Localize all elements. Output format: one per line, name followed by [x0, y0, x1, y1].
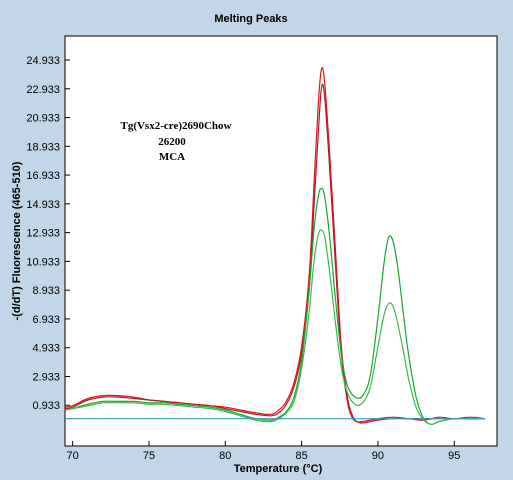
x-tick-label: 80: [219, 450, 231, 462]
x-tick-label: 95: [448, 450, 460, 462]
x-axis-title: Temperature (°C): [234, 463, 323, 475]
y-tick-label: 2.933: [32, 371, 60, 383]
y-tick-label: 16.933: [26, 170, 60, 182]
x-tick-label: 90: [372, 450, 384, 462]
y-tick-label: 4.933: [32, 343, 60, 355]
series-line-3: [64, 187, 485, 426]
chart-title: Melting Peaks: [214, 13, 287, 25]
annotation-line-2: 26200: [158, 136, 186, 148]
y-tick-label: 6.933: [32, 314, 60, 326]
y-tick-label: 0.933: [32, 400, 60, 412]
x-tick-label: 75: [143, 450, 155, 462]
x-axis-ticks: 70 75 80 85 90 95: [67, 441, 460, 462]
annotation-line-3: MCA: [159, 151, 185, 163]
chart-annotation: Tg(Vsx2-cre)2690Chow 26200 MCA: [120, 120, 231, 163]
y-axis-ticks: 0.933 2.933 4.933 6.933 8.933 10.933 12.933 14.…: [26, 55, 70, 412]
x-tick-label: 70: [67, 450, 79, 462]
x-tick-label: 85: [295, 450, 307, 462]
y-tick-label: 22.933: [26, 84, 60, 96]
y-tick-label: 20.933: [26, 113, 60, 125]
y-tick-label: 10.933: [26, 256, 60, 268]
y-axis-title: -(d/dT) Fluorescence (465-510): [11, 161, 23, 320]
y-tick-label: 24.933: [26, 55, 60, 67]
y-tick-label: 18.933: [26, 141, 60, 153]
y-tick-label: 14.933: [26, 199, 60, 211]
y-tick-label: 12.933: [26, 228, 60, 240]
annotation-line-1: Tg(Vsx2-cre)2690Chow: [120, 120, 231, 132]
y-tick-label: 8.933: [32, 285, 60, 297]
plot-area: [64, 35, 498, 447]
series-lines: [64, 66, 485, 426]
series-line-4: [64, 229, 485, 426]
